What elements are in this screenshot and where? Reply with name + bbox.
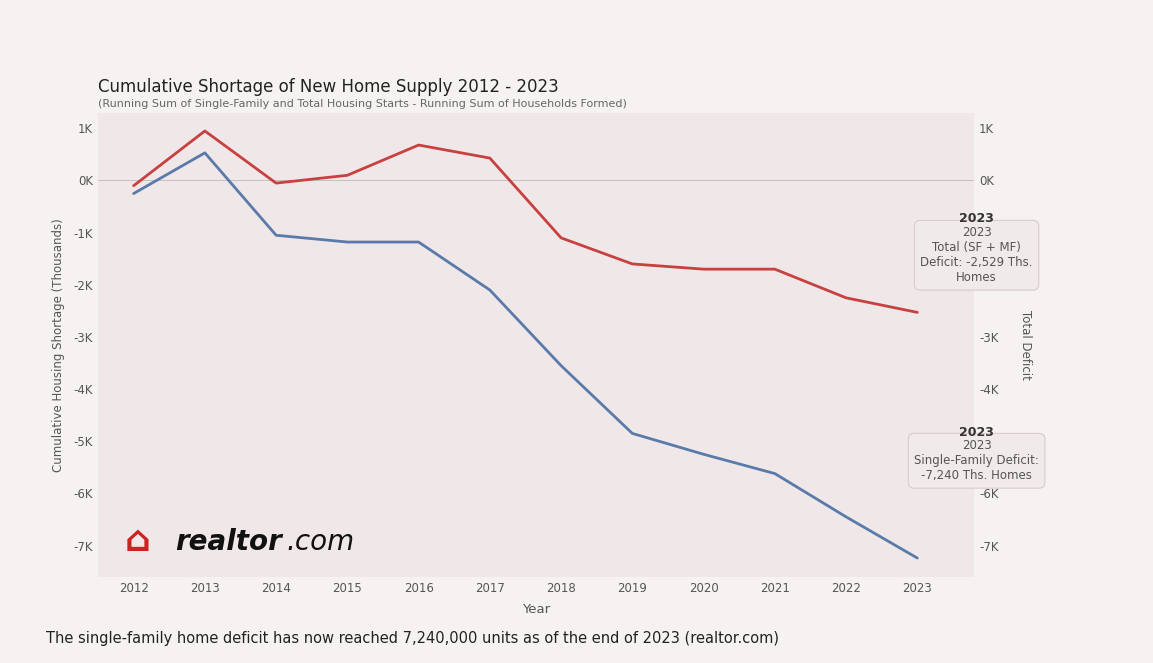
Y-axis label: Total Deficit: Total Deficit bbox=[1019, 310, 1032, 380]
Text: 2023: 2023 bbox=[959, 212, 994, 225]
Text: (Running Sum of Single-Family and Total Housing Starts - Running Sum of Househol: (Running Sum of Single-Family and Total … bbox=[98, 99, 627, 109]
Text: ⌂: ⌂ bbox=[125, 524, 150, 558]
Text: .com: .com bbox=[286, 528, 354, 556]
X-axis label: Year: Year bbox=[522, 603, 550, 616]
Text: 2023
Total (SF + MF)
Deficit: -2,529 Ths.
Homes: 2023 Total (SF + MF) Deficit: -2,529 Ths… bbox=[920, 226, 1033, 284]
Y-axis label: Cumulative Housing Shortage (Thousands): Cumulative Housing Shortage (Thousands) bbox=[52, 218, 66, 471]
Text: Cumulative Shortage of New Home Supply 2012 - 2023: Cumulative Shortage of New Home Supply 2… bbox=[98, 78, 559, 96]
Text: The single-family home deficit has now reached 7,240,000 units as of the end of : The single-family home deficit has now r… bbox=[46, 631, 779, 646]
Text: 2023: 2023 bbox=[959, 426, 994, 440]
Text: realtor: realtor bbox=[175, 528, 281, 556]
Text: 2023
Single-Family Deficit:
-7,240 Ths. Homes: 2023 Single-Family Deficit: -7,240 Ths. … bbox=[914, 440, 1039, 482]
Text: ·: · bbox=[348, 532, 352, 546]
